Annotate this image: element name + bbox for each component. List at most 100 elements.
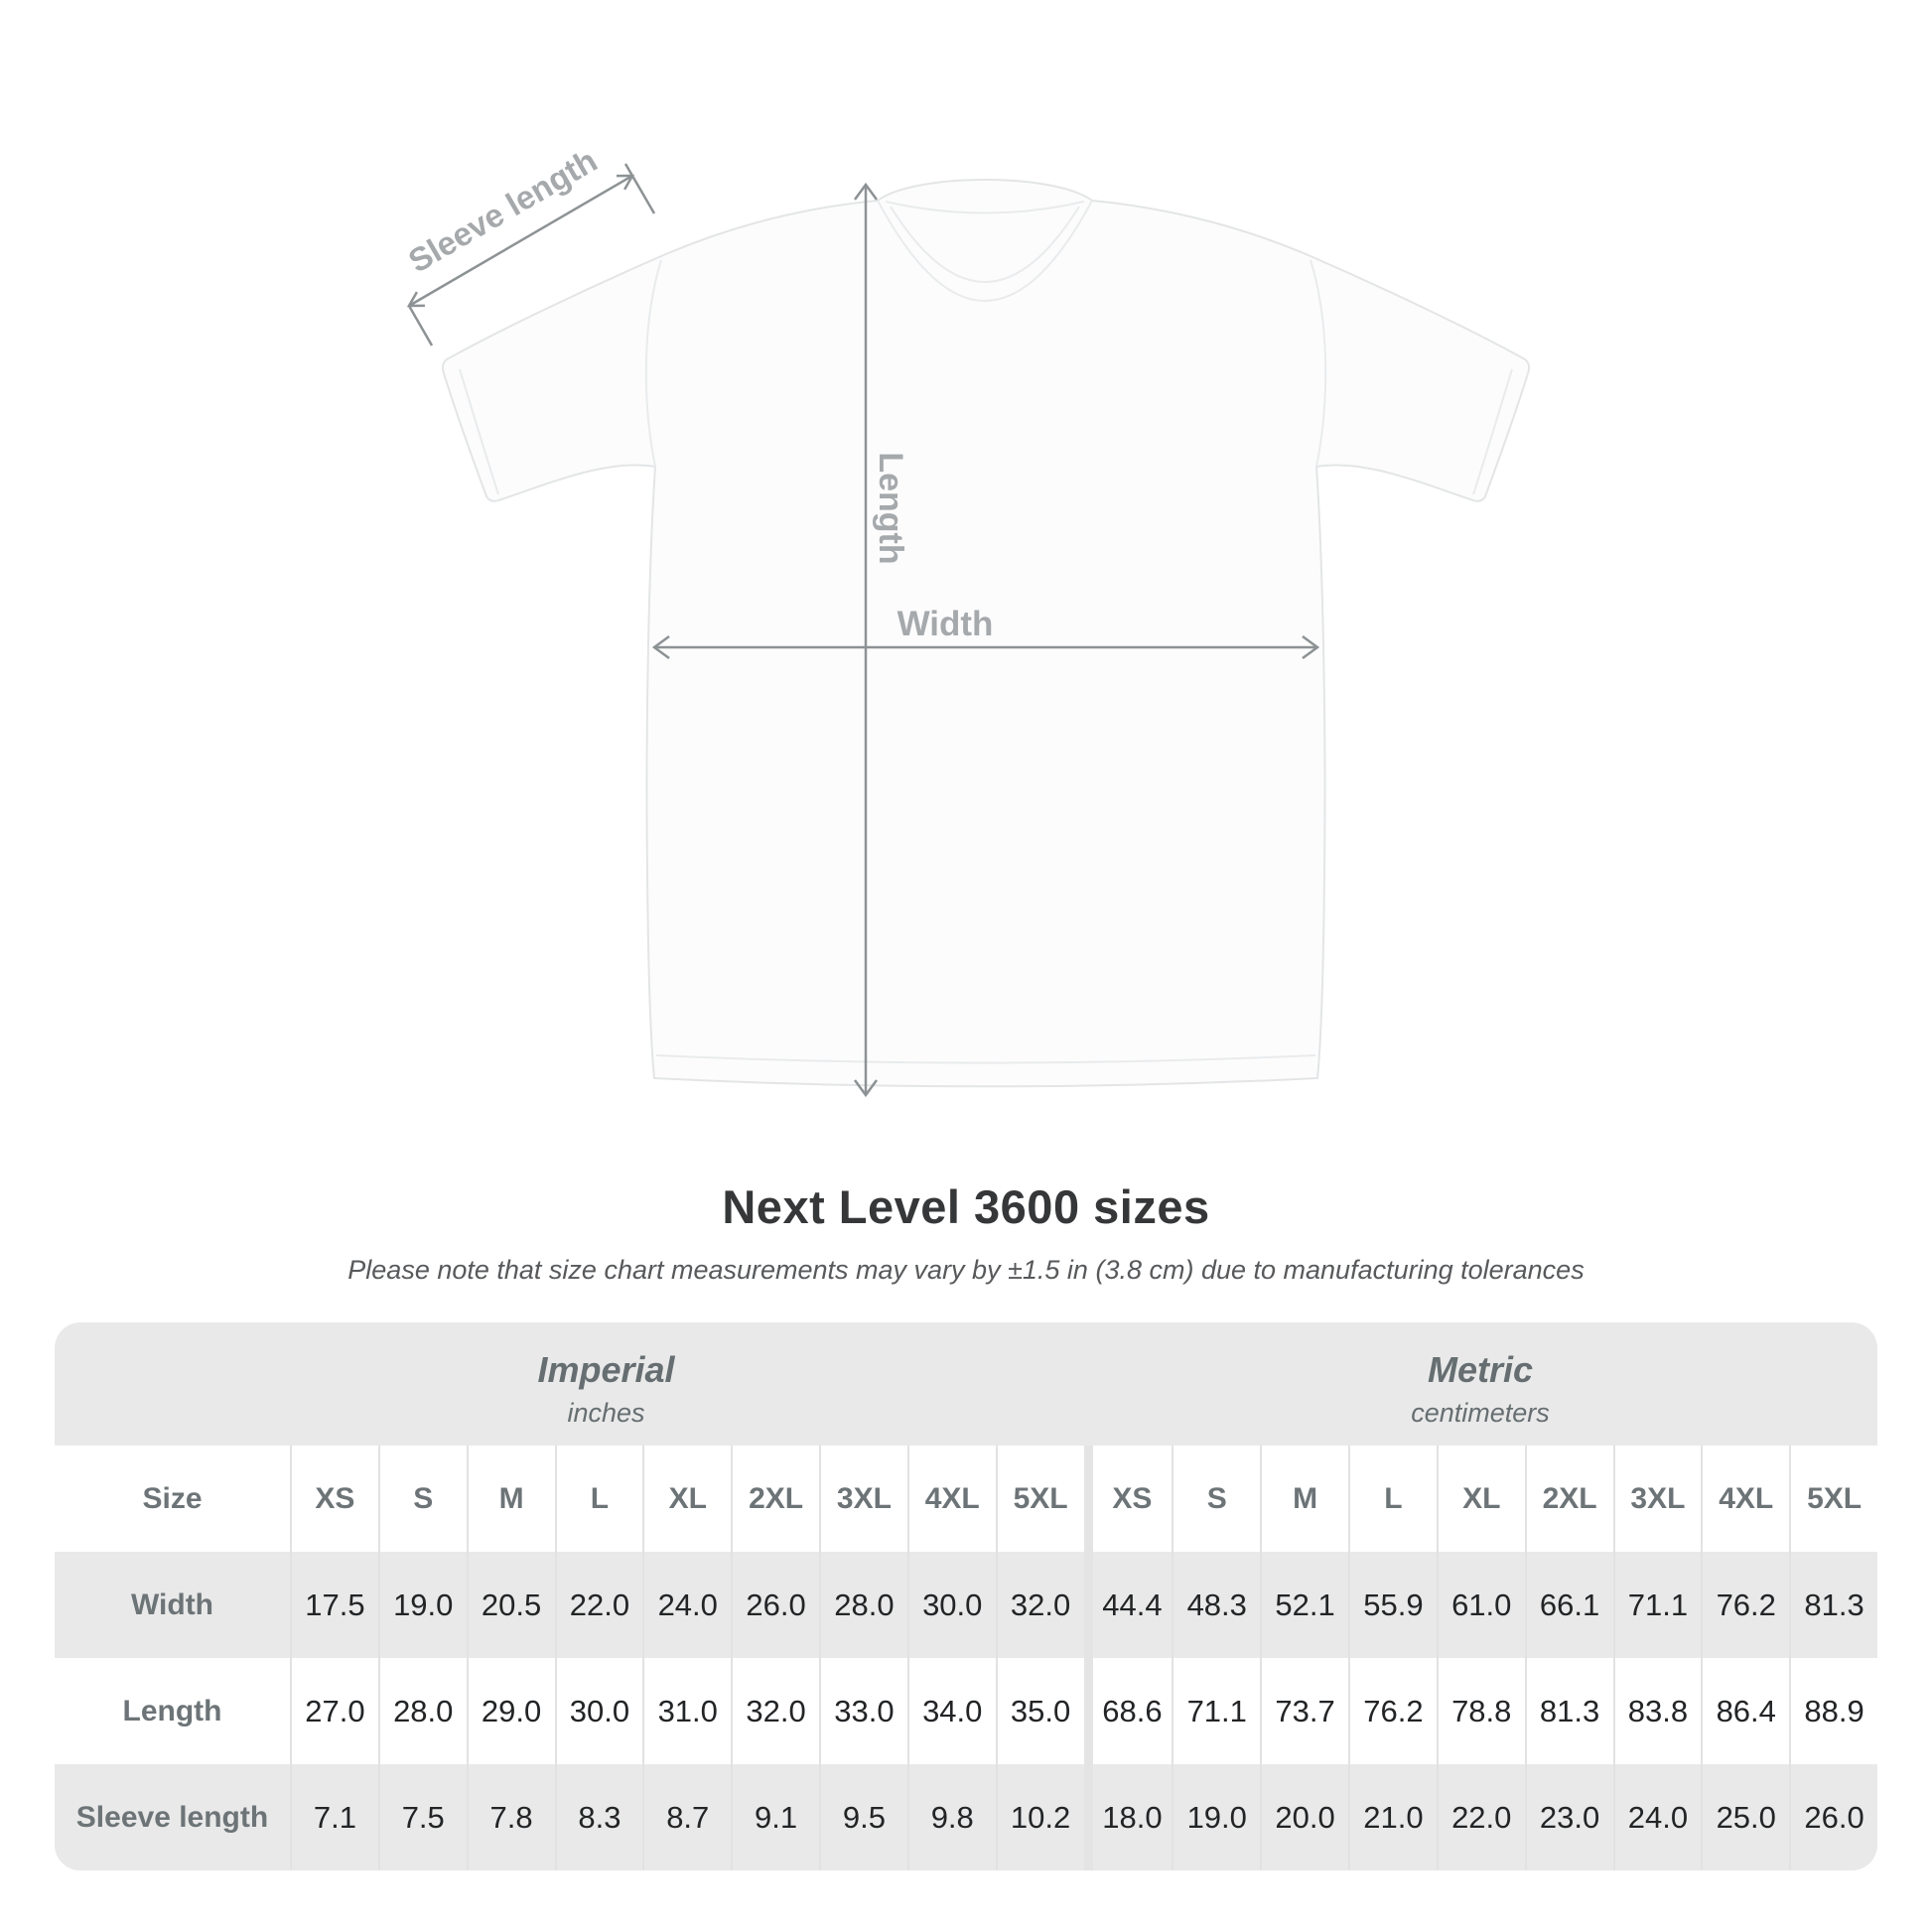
size-header-metric: 3XL bbox=[1612, 1446, 1702, 1552]
length-label: Length bbox=[872, 452, 909, 564]
left-armhole-seam bbox=[644, 259, 662, 468]
size-value-metric: 25.0 bbox=[1701, 1764, 1790, 1870]
size-value-imperial: 28.0 bbox=[819, 1552, 907, 1658]
size-value-metric: 83.8 bbox=[1612, 1658, 1702, 1764]
size-value-metric: 76.2 bbox=[1701, 1552, 1790, 1658]
tshirt-diagram: Sleeve length Length Width bbox=[402, 142, 1530, 1098]
metric-label: Metric bbox=[1427, 1349, 1534, 1390]
metric-unit-label: centimeters bbox=[1411, 1398, 1550, 1428]
size-value-imperial: 7.8 bbox=[466, 1764, 555, 1870]
size-value-metric: 81.3 bbox=[1524, 1658, 1613, 1764]
size-value-metric: 52.1 bbox=[1260, 1552, 1348, 1658]
size-value-imperial: 29.0 bbox=[466, 1658, 555, 1764]
dimension-lines bbox=[406, 163, 1320, 1098]
size-value-metric: 18.0 bbox=[1083, 1764, 1173, 1870]
size-value-imperial: 9.5 bbox=[819, 1764, 907, 1870]
neckline-outer-seam bbox=[877, 200, 1093, 302]
size-header-imperial: 5XL bbox=[995, 1446, 1084, 1552]
size-value-imperial: 10.2 bbox=[995, 1764, 1084, 1870]
size-value-metric: 73.7 bbox=[1260, 1658, 1348, 1764]
size-header-metric: M bbox=[1260, 1446, 1348, 1552]
size-value-imperial: 32.0 bbox=[731, 1658, 819, 1764]
tolerance-note: Please note that size chart measurements… bbox=[347, 1255, 1585, 1285]
size-header-metric: 2XL bbox=[1524, 1446, 1613, 1552]
size-value-metric: 48.3 bbox=[1172, 1552, 1261, 1658]
size-header-metric: XS bbox=[1083, 1446, 1173, 1552]
size-value-metric: 22.0 bbox=[1436, 1764, 1525, 1870]
size-value-imperial: 27.0 bbox=[290, 1658, 378, 1764]
size-value-imperial: 32.0 bbox=[995, 1552, 1084, 1658]
size-value-imperial: 7.1 bbox=[290, 1764, 378, 1870]
size-value-imperial: 9.1 bbox=[731, 1764, 819, 1870]
size-value-metric: 86.4 bbox=[1701, 1658, 1790, 1764]
sleeve-extension-tick-lower bbox=[407, 305, 434, 346]
size-column-header: Size bbox=[55, 1446, 290, 1552]
size-value-metric: 20.0 bbox=[1260, 1764, 1348, 1870]
imperial-unit-label: inches bbox=[567, 1398, 645, 1428]
tshirt-silhouette bbox=[442, 179, 1530, 1088]
size-value-metric: 71.1 bbox=[1172, 1658, 1261, 1764]
size-value-metric: 24.0 bbox=[1612, 1764, 1702, 1870]
size-value-imperial: 8.3 bbox=[554, 1764, 643, 1870]
size-value-metric: 55.9 bbox=[1348, 1552, 1437, 1658]
size-value-imperial: 24.0 bbox=[642, 1552, 732, 1658]
size-header-imperial: S bbox=[377, 1446, 467, 1552]
left-cuff-seam bbox=[459, 368, 499, 495]
size-value-metric: 81.3 bbox=[1789, 1552, 1877, 1658]
size-header-metric: 4XL bbox=[1701, 1446, 1790, 1552]
size-value-imperial: 17.5 bbox=[290, 1552, 378, 1658]
size-value-imperial: 7.5 bbox=[377, 1764, 467, 1870]
size-value-metric: 44.4 bbox=[1083, 1552, 1173, 1658]
right-cuff-seam bbox=[1472, 368, 1513, 495]
size-value-metric: 23.0 bbox=[1524, 1764, 1613, 1870]
size-value-imperial: 30.0 bbox=[906, 1552, 996, 1658]
width-arrow bbox=[651, 634, 1320, 660]
size-header-imperial: 2XL bbox=[731, 1446, 819, 1552]
size-header-metric: XL bbox=[1436, 1446, 1525, 1552]
size-value-metric: 78.8 bbox=[1436, 1658, 1525, 1764]
size-value-imperial: 22.0 bbox=[554, 1552, 643, 1658]
size-value-imperial: 35.0 bbox=[995, 1658, 1084, 1764]
hem-stitch-seam bbox=[655, 1054, 1316, 1064]
imperial-section-header: Imperial inches bbox=[55, 1322, 1083, 1446]
width-label: Width bbox=[897, 605, 994, 643]
size-value-imperial: 30.0 bbox=[554, 1658, 643, 1764]
size-header-imperial: 3XL bbox=[819, 1446, 907, 1552]
size-value-metric: 76.2 bbox=[1348, 1658, 1437, 1764]
size-header-imperial: XS bbox=[290, 1446, 378, 1552]
metric-section-header: Metric centimeters bbox=[1083, 1322, 1877, 1446]
size-header-metric: S bbox=[1172, 1446, 1261, 1552]
page-title: Next Level 3600 sizes bbox=[722, 1180, 1210, 1233]
size-value-imperial: 33.0 bbox=[819, 1658, 907, 1764]
size-table: Size XS S M L XL 2XL 3XL 4XL 5XL XS S M L XL 2XL 3XL 4XL 5… bbox=[55, 1446, 1877, 1870]
size-value-metric: 66.1 bbox=[1524, 1552, 1613, 1658]
size-header-imperial: L bbox=[554, 1446, 643, 1552]
back-collar-seam bbox=[885, 201, 1085, 214]
sleeve-length-arrow bbox=[406, 163, 656, 346]
size-value-imperial: 34.0 bbox=[906, 1658, 996, 1764]
row-label: Length bbox=[55, 1658, 290, 1764]
size-header-imperial: XL bbox=[642, 1446, 732, 1552]
size-value-imperial: 20.5 bbox=[466, 1552, 555, 1658]
length-arrow bbox=[853, 182, 879, 1098]
size-value-imperial: 19.0 bbox=[377, 1552, 467, 1658]
size-header-imperial: 4XL bbox=[906, 1446, 996, 1552]
units-header-band: Imperial inches Metric centimeters bbox=[55, 1322, 1877, 1446]
size-value-metric: 61.0 bbox=[1436, 1552, 1525, 1658]
size-value-metric: 21.0 bbox=[1348, 1764, 1437, 1870]
size-chart-panel: Imperial inches Metric centimeters Size X… bbox=[55, 1322, 1877, 1870]
size-value-metric: 19.0 bbox=[1172, 1764, 1261, 1870]
size-header-metric: L bbox=[1348, 1446, 1437, 1552]
size-value-metric: 68.6 bbox=[1083, 1658, 1173, 1764]
collar-band-seam bbox=[890, 206, 1080, 283]
right-armhole-seam bbox=[1310, 259, 1327, 468]
size-value-metric: 88.9 bbox=[1789, 1658, 1877, 1764]
size-header-metric: 5XL bbox=[1789, 1446, 1877, 1552]
size-value-metric: 26.0 bbox=[1789, 1764, 1877, 1870]
size-value-imperial: 31.0 bbox=[642, 1658, 732, 1764]
row-label: Width bbox=[55, 1552, 290, 1658]
imperial-label: Imperial bbox=[537, 1349, 675, 1390]
size-value-metric: 71.1 bbox=[1612, 1552, 1702, 1658]
row-label: Sleeve length bbox=[55, 1764, 290, 1870]
